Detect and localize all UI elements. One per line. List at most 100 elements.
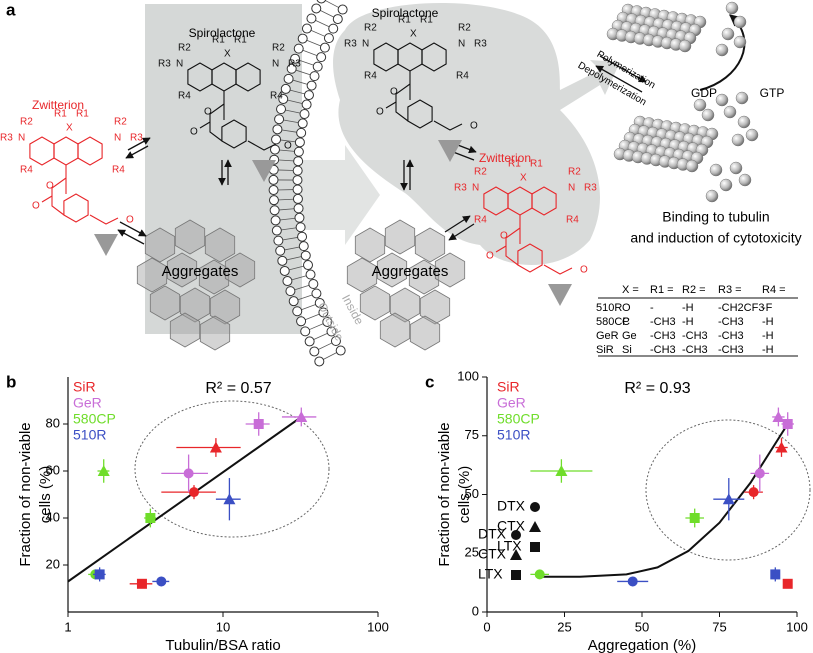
x-axis-label: Aggregation (%) [588,637,696,653]
atom-label: R3 [344,39,357,50]
cluster-ellipse [645,419,811,561]
point [223,493,236,505]
zwitterion-label: Zwitterion [479,151,531,165]
atom-label: O [376,107,384,118]
table-row-label: 580CP [596,316,630,328]
lipid-head [296,316,307,327]
aggregate-hexagon [224,252,256,288]
marker-legend-label: LTX [478,566,503,582]
lipid-tail [314,19,331,28]
tubulin-subunit [737,115,751,129]
lipid-head [295,222,306,233]
lipid-head [268,174,279,185]
legend-label: SiR [73,379,96,395]
atom-label: R4 [364,71,377,82]
marker-legend-label: DTX [497,498,526,514]
tubulin-subunit [733,35,747,49]
bound-tag [252,160,276,182]
aggregates-groups [136,219,466,351]
lipid-head [335,345,346,356]
table-cell: -H [682,302,694,314]
aggregate-hexagon [174,219,206,255]
atom-label: R4 [566,215,579,226]
aggregate-hexagon [376,252,408,288]
lipid-tail [281,119,300,124]
atom-label: R3 [288,59,301,70]
y-tick-label: 60 [46,462,60,477]
lipid-tail [288,89,307,95]
aggregate-hexagon [409,315,441,351]
gtp-label: GTP [760,86,785,100]
marker-legend-label: LTX [497,538,522,554]
tubulin-subunit [723,105,737,119]
lipid-head [292,193,303,204]
lipid-head [297,118,308,129]
x-tick-label: 10 [216,619,230,634]
legend-marker [529,521,541,532]
aggregate-hexagon [209,289,241,325]
point [94,569,105,580]
lipid-head [293,43,304,54]
bond [385,71,463,131]
y-axis-label: Fraction of non-viable [17,422,34,566]
tubulin-subunit [729,161,743,175]
tubulin-subunit [735,91,749,105]
equilibrium-arrows [117,14,746,245]
lipid-head [330,336,341,347]
table-header: R2 = [682,284,706,296]
lipid-head [271,225,282,236]
atom-label: R1 [508,159,521,170]
atom-label: R2 [474,167,487,178]
table-cell: -CH3 [650,316,676,328]
aggregate-hexagon [198,259,230,295]
lipid-head [272,124,283,135]
lipid-tail [277,208,296,211]
tubulin-subunit [719,178,733,192]
bond [41,165,119,225]
aggregates-label: Aggregates [372,263,449,280]
table-cell: -H [762,344,774,356]
atom-label: R2 [20,117,33,128]
lipid-head [319,42,330,53]
spirolactone-label: Spirolactone [372,6,439,20]
atom-label: R4 [456,71,469,82]
atom-label: R3 [130,133,143,144]
lipid-head [294,137,305,148]
lipid-head [326,326,337,337]
lipid-head [332,14,343,25]
aggregate-hexagon [379,312,411,348]
lipid-head [309,346,320,357]
y-tick-label: 40 [46,509,60,524]
table-cell: -H [682,316,694,328]
tubulin-subunit [715,93,729,107]
lipid-tail [283,246,301,251]
tubulin-subunit [738,173,752,187]
lipid-head [268,185,279,196]
legend-label: 580CP [73,411,116,427]
lipid-head [297,231,308,242]
lipid-head [274,114,285,125]
point [145,513,156,523]
membrane [268,0,348,367]
lipid-head [286,63,297,74]
lipid-head [271,134,282,145]
point [775,441,788,453]
lipid-tail [299,303,318,311]
ring [421,42,447,72]
lipid-tail [297,59,316,67]
lipid-head [301,23,312,34]
lipid-head [303,90,314,101]
atom-label: R4 [474,215,487,226]
atom-label: O [126,215,134,226]
atom-label: O [486,251,494,262]
atom-label: O [500,231,508,242]
table-cell: C [622,316,630,328]
atom-label: O [190,127,198,138]
tubulin-subunit [721,27,735,41]
lipid-head [282,276,293,287]
lipid-tail [296,294,314,301]
table-header: X = [622,284,639,296]
lipid-tail [312,332,329,341]
